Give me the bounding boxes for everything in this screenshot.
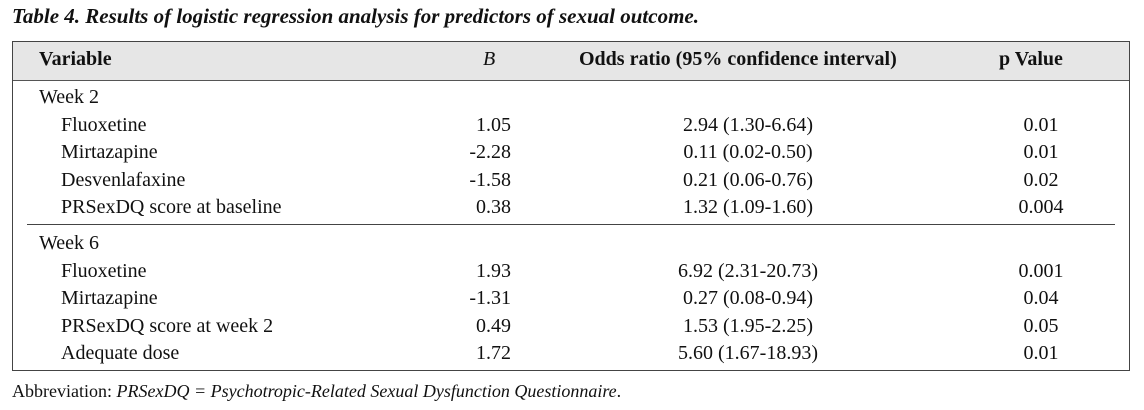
row-odds-ratio: 0.27 (0.08-0.94) bbox=[683, 287, 813, 309]
row-p-value: 0.01 bbox=[1023, 141, 1059, 163]
row-odds-ratio: 2.94 (1.30-6.64) bbox=[683, 114, 813, 136]
row-variable: Adequate dose bbox=[61, 342, 180, 364]
table-header: Variable B Odds ratio (95% confidence in… bbox=[13, 42, 1129, 81]
footnote-prefix: Abbreviation: bbox=[12, 381, 117, 401]
section-divider bbox=[27, 224, 1115, 225]
column-header-variable: Variable bbox=[39, 48, 112, 70]
row-variable: PRSexDQ score at week 2 bbox=[61, 315, 274, 337]
row-odds-ratio: 1.32 (1.09-1.60) bbox=[683, 196, 813, 218]
group-label-week-6: Week 6 bbox=[39, 232, 100, 254]
table-caption: Table 4. Results of logistic regression … bbox=[12, 4, 699, 28]
row-p-value: 0.01 bbox=[1023, 342, 1059, 364]
row-p-value: 0.05 bbox=[1023, 315, 1059, 337]
row-odds-ratio: 1.53 (1.95-2.25) bbox=[683, 315, 813, 337]
row-odds-ratio: 0.21 (0.06-0.76) bbox=[683, 169, 813, 191]
row-variable: Mirtazapine bbox=[61, 141, 158, 163]
footnote-definition: PRSexDQ = Psychotropic-Related Sexual Dy… bbox=[116, 381, 617, 401]
column-header-odds-ratio: Odds ratio (95% confidence interval) bbox=[579, 48, 897, 70]
row-b: 1.72 bbox=[476, 342, 511, 364]
row-b: 0.49 bbox=[476, 315, 511, 337]
row-b: -1.31 bbox=[469, 287, 511, 309]
row-p-value: 0.01 bbox=[1023, 114, 1059, 136]
row-b: 0.38 bbox=[476, 196, 511, 218]
row-variable: Fluoxetine bbox=[61, 260, 147, 282]
column-header-b: B bbox=[483, 48, 496, 70]
row-variable: PRSexDQ score at baseline bbox=[61, 196, 282, 218]
row-b: 1.05 bbox=[476, 114, 511, 136]
row-variable: Fluoxetine bbox=[61, 114, 147, 136]
row-b: 1.93 bbox=[476, 260, 511, 282]
group-label-week-2: Week 2 bbox=[39, 86, 100, 108]
row-p-value: 0.04 bbox=[1023, 287, 1059, 309]
row-p-value: 0.02 bbox=[1023, 169, 1059, 191]
table-footnote: Abbreviation: PRSexDQ = Psychotropic-Rel… bbox=[12, 381, 621, 402]
footnote-suffix: . bbox=[616, 381, 622, 401]
row-p-value: 0.004 bbox=[1018, 196, 1064, 218]
column-header-p-value: p Value bbox=[999, 48, 1063, 70]
row-b: -2.28 bbox=[469, 141, 511, 163]
row-p-value: 0.001 bbox=[1018, 260, 1064, 282]
results-table: Variable B Odds ratio (95% confidence in… bbox=[12, 41, 1130, 371]
row-variable: Desvenlafaxine bbox=[61, 169, 186, 191]
row-odds-ratio: 5.60 (1.67-18.93) bbox=[678, 342, 818, 364]
row-odds-ratio: 6.92 (2.31-20.73) bbox=[678, 260, 818, 282]
row-variable: Mirtazapine bbox=[61, 287, 158, 309]
row-odds-ratio: 0.11 (0.02-0.50) bbox=[683, 141, 813, 163]
row-b: -1.58 bbox=[469, 169, 511, 191]
